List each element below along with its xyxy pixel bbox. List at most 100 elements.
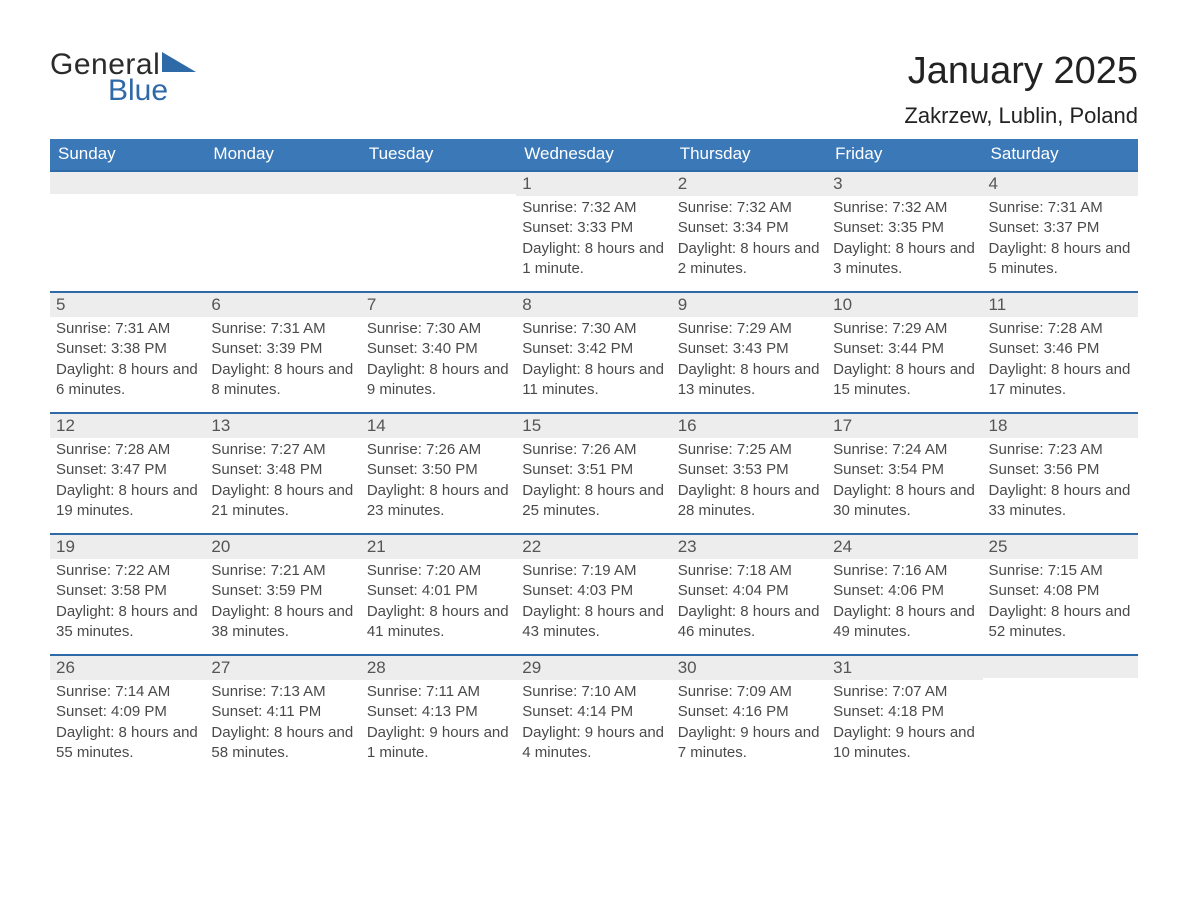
calendar-day-cell: 22Sunrise: 7:19 AMSunset: 4:03 PMDayligh… <box>516 534 671 655</box>
day-details: Sunrise: 7:18 AMSunset: 4:04 PMDaylight:… <box>678 561 821 642</box>
day-details: Sunrise: 7:25 AMSunset: 3:53 PMDaylight:… <box>678 440 821 521</box>
daylight-line: Daylight: 8 hours and 19 minutes. <box>56 481 199 522</box>
daylight-line: Daylight: 8 hours and 33 minutes. <box>989 481 1132 522</box>
daylight-line: Daylight: 8 hours and 55 minutes. <box>56 723 199 764</box>
calendar-day-cell: 26Sunrise: 7:14 AMSunset: 4:09 PMDayligh… <box>50 655 205 775</box>
sunset-line: Sunset: 3:59 PM <box>211 581 354 601</box>
sunset-line: Sunset: 4:09 PM <box>56 702 199 722</box>
daylight-line: Daylight: 8 hours and 38 minutes. <box>211 602 354 643</box>
sunset-line: Sunset: 3:53 PM <box>678 460 821 480</box>
calendar-week-row: 26Sunrise: 7:14 AMSunset: 4:09 PMDayligh… <box>50 655 1138 775</box>
day-details: Sunrise: 7:29 AMSunset: 3:43 PMDaylight:… <box>678 319 821 400</box>
sunset-line: Sunset: 4:01 PM <box>367 581 510 601</box>
sunset-line: Sunset: 4:04 PM <box>678 581 821 601</box>
sunset-line: Sunset: 3:42 PM <box>522 339 665 359</box>
daylight-line: Daylight: 8 hours and 58 minutes. <box>211 723 354 764</box>
daylight-line: Daylight: 8 hours and 49 minutes. <box>833 602 976 643</box>
calendar-day-cell: 23Sunrise: 7:18 AMSunset: 4:04 PMDayligh… <box>672 534 827 655</box>
calendar-day-cell: 27Sunrise: 7:13 AMSunset: 4:11 PMDayligh… <box>205 655 360 775</box>
daylight-line: Daylight: 8 hours and 8 minutes. <box>211 360 354 401</box>
sunset-line: Sunset: 3:35 PM <box>833 218 976 238</box>
day-details: Sunrise: 7:10 AMSunset: 4:14 PMDaylight:… <box>522 682 665 763</box>
day-number: 31 <box>827 656 982 680</box>
sunset-line: Sunset: 3:40 PM <box>367 339 510 359</box>
sunrise-line: Sunrise: 7:26 AM <box>522 440 665 460</box>
day-details: Sunrise: 7:20 AMSunset: 4:01 PMDaylight:… <box>367 561 510 642</box>
calendar-day-cell: 2Sunrise: 7:32 AMSunset: 3:34 PMDaylight… <box>672 171 827 292</box>
sunrise-line: Sunrise: 7:10 AM <box>522 682 665 702</box>
sunrise-line: Sunrise: 7:27 AM <box>211 440 354 460</box>
weekday-header: Wednesday <box>516 139 671 171</box>
calendar-day-cell: 19Sunrise: 7:22 AMSunset: 3:58 PMDayligh… <box>50 534 205 655</box>
day-details: Sunrise: 7:16 AMSunset: 4:06 PMDaylight:… <box>833 561 976 642</box>
day-number: 3 <box>827 172 982 196</box>
daylight-line: Daylight: 9 hours and 10 minutes. <box>833 723 976 764</box>
calendar-day-cell: 3Sunrise: 7:32 AMSunset: 3:35 PMDaylight… <box>827 171 982 292</box>
daylight-line: Daylight: 8 hours and 6 minutes. <box>56 360 199 401</box>
sunrise-line: Sunrise: 7:21 AM <box>211 561 354 581</box>
sunset-line: Sunset: 3:37 PM <box>989 218 1132 238</box>
day-details: Sunrise: 7:22 AMSunset: 3:58 PMDaylight:… <box>56 561 199 642</box>
calendar-day-cell: 25Sunrise: 7:15 AMSunset: 4:08 PMDayligh… <box>983 534 1138 655</box>
weekday-header: Thursday <box>672 139 827 171</box>
day-number: 18 <box>983 414 1138 438</box>
sunrise-line: Sunrise: 7:29 AM <box>678 319 821 339</box>
day-number: 15 <box>516 414 671 438</box>
calendar-day-cell: 13Sunrise: 7:27 AMSunset: 3:48 PMDayligh… <box>205 413 360 534</box>
calendar-day-cell: 31Sunrise: 7:07 AMSunset: 4:18 PMDayligh… <box>827 655 982 775</box>
sunrise-line: Sunrise: 7:29 AM <box>833 319 976 339</box>
calendar-day-cell: 12Sunrise: 7:28 AMSunset: 3:47 PMDayligh… <box>50 413 205 534</box>
day-number <box>983 656 1138 678</box>
sunset-line: Sunset: 3:34 PM <box>678 218 821 238</box>
calendar-day-cell: 7Sunrise: 7:30 AMSunset: 3:40 PMDaylight… <box>361 292 516 413</box>
daylight-line: Daylight: 8 hours and 46 minutes. <box>678 602 821 643</box>
day-number: 7 <box>361 293 516 317</box>
daylight-line: Daylight: 8 hours and 52 minutes. <box>989 602 1132 643</box>
calendar-day-cell: 17Sunrise: 7:24 AMSunset: 3:54 PMDayligh… <box>827 413 982 534</box>
day-details: Sunrise: 7:32 AMSunset: 3:34 PMDaylight:… <box>678 198 821 279</box>
sunset-line: Sunset: 4:16 PM <box>678 702 821 722</box>
sunset-line: Sunset: 3:38 PM <box>56 339 199 359</box>
day-number: 21 <box>361 535 516 559</box>
daylight-line: Daylight: 9 hours and 7 minutes. <box>678 723 821 764</box>
sunset-line: Sunset: 3:50 PM <box>367 460 510 480</box>
daylight-line: Daylight: 8 hours and 2 minutes. <box>678 239 821 280</box>
daylight-line: Daylight: 8 hours and 17 minutes. <box>989 360 1132 401</box>
day-details: Sunrise: 7:24 AMSunset: 3:54 PMDaylight:… <box>833 440 976 521</box>
sunrise-line: Sunrise: 7:19 AM <box>522 561 665 581</box>
daylight-line: Daylight: 8 hours and 11 minutes. <box>522 360 665 401</box>
calendar-day-cell: 18Sunrise: 7:23 AMSunset: 3:56 PMDayligh… <box>983 413 1138 534</box>
daylight-line: Daylight: 8 hours and 25 minutes. <box>522 481 665 522</box>
day-details: Sunrise: 7:27 AMSunset: 3:48 PMDaylight:… <box>211 440 354 521</box>
sunrise-line: Sunrise: 7:15 AM <box>989 561 1132 581</box>
sunrise-line: Sunrise: 7:26 AM <box>367 440 510 460</box>
weekday-header: Friday <box>827 139 982 171</box>
daylight-line: Daylight: 8 hours and 43 minutes. <box>522 602 665 643</box>
daylight-line: Daylight: 8 hours and 15 minutes. <box>833 360 976 401</box>
daylight-line: Daylight: 8 hours and 41 minutes. <box>367 602 510 643</box>
day-details: Sunrise: 7:31 AMSunset: 3:38 PMDaylight:… <box>56 319 199 400</box>
sunrise-line: Sunrise: 7:20 AM <box>367 561 510 581</box>
calendar-table: SundayMondayTuesdayWednesdayThursdayFrid… <box>50 139 1138 775</box>
calendar-day-cell: 16Sunrise: 7:25 AMSunset: 3:53 PMDayligh… <box>672 413 827 534</box>
daylight-line: Daylight: 8 hours and 9 minutes. <box>367 360 510 401</box>
calendar-day-cell: 29Sunrise: 7:10 AMSunset: 4:14 PMDayligh… <box>516 655 671 775</box>
sunrise-line: Sunrise: 7:31 AM <box>211 319 354 339</box>
sunrise-line: Sunrise: 7:09 AM <box>678 682 821 702</box>
calendar-empty-cell <box>205 171 360 292</box>
day-details: Sunrise: 7:19 AMSunset: 4:03 PMDaylight:… <box>522 561 665 642</box>
calendar-day-cell: 11Sunrise: 7:28 AMSunset: 3:46 PMDayligh… <box>983 292 1138 413</box>
calendar-day-cell: 10Sunrise: 7:29 AMSunset: 3:44 PMDayligh… <box>827 292 982 413</box>
day-number: 13 <box>205 414 360 438</box>
sunset-line: Sunset: 3:51 PM <box>522 460 665 480</box>
day-number: 26 <box>50 656 205 680</box>
location-subtitle: Zakrzew, Lublin, Poland <box>904 103 1138 129</box>
day-number: 9 <box>672 293 827 317</box>
daylight-line: Daylight: 8 hours and 23 minutes. <box>367 481 510 522</box>
day-number: 4 <box>983 172 1138 196</box>
day-number: 23 <box>672 535 827 559</box>
daylight-line: Daylight: 8 hours and 13 minutes. <box>678 360 821 401</box>
daylight-line: Daylight: 8 hours and 30 minutes. <box>833 481 976 522</box>
calendar-day-cell: 9Sunrise: 7:29 AMSunset: 3:43 PMDaylight… <box>672 292 827 413</box>
day-number: 1 <box>516 172 671 196</box>
